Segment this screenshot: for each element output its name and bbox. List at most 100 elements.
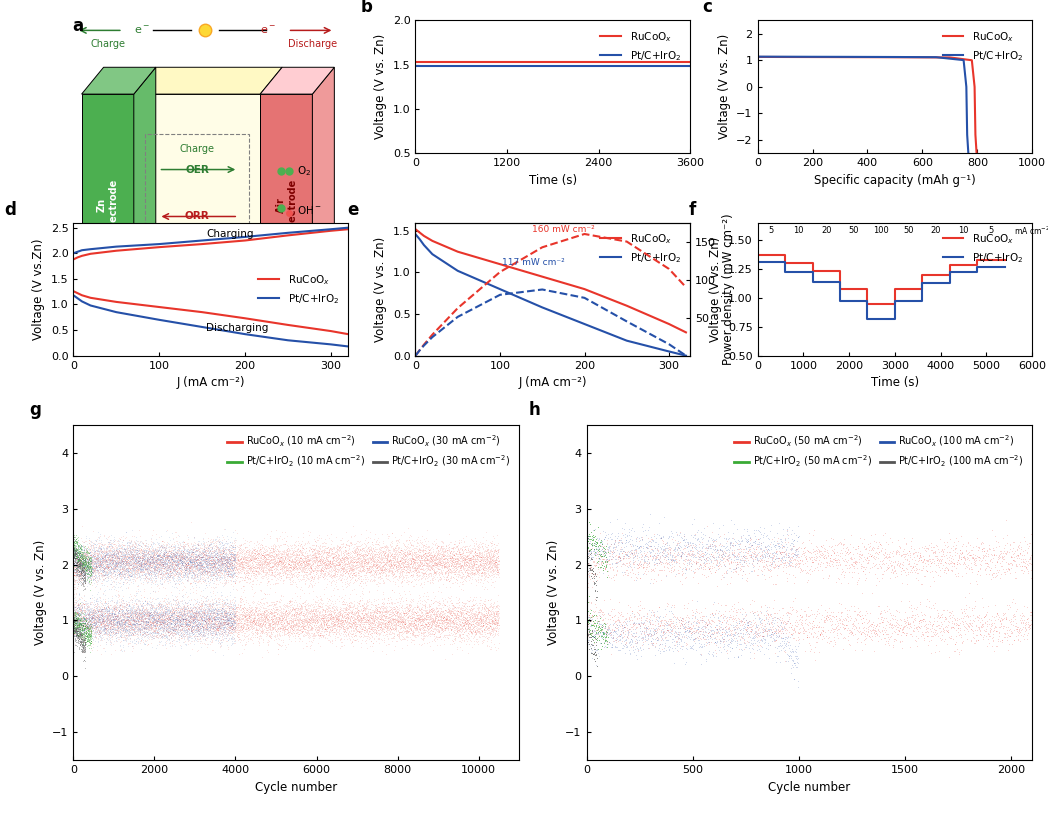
Point — [85, 555, 102, 568]
Point — [445, 565, 462, 578]
Point — [94, 609, 111, 622]
Point — [199, 567, 216, 580]
Point — [440, 551, 457, 564]
Y-axis label: Voltage (V vs. Zn): Voltage (V vs. Zn) — [34, 540, 46, 646]
Point — [430, 604, 446, 617]
Point — [261, 549, 278, 562]
Point — [608, 568, 625, 581]
Point — [282, 554, 299, 567]
Point — [297, 613, 313, 626]
Point — [369, 607, 386, 620]
Point — [211, 626, 227, 639]
Point — [70, 570, 87, 583]
Point — [119, 624, 136, 637]
Point — [595, 541, 612, 554]
Point — [111, 559, 128, 572]
Point — [826, 611, 843, 624]
Point — [156, 550, 173, 563]
Point — [237, 610, 254, 623]
Point — [183, 609, 200, 622]
Point — [267, 549, 284, 562]
Point — [471, 566, 487, 579]
Point — [986, 620, 1003, 633]
Point — [680, 557, 697, 570]
Point — [178, 565, 195, 578]
Point — [225, 567, 242, 580]
Point — [214, 543, 231, 556]
Point — [437, 553, 454, 566]
Point — [490, 543, 507, 556]
Point — [157, 606, 174, 619]
Point — [741, 533, 758, 546]
Point — [661, 530, 678, 543]
Point — [332, 554, 349, 567]
Point — [68, 544, 85, 557]
Point — [141, 563, 158, 576]
Point — [193, 607, 210, 620]
Point — [114, 609, 131, 622]
Point — [371, 624, 388, 637]
Point — [146, 619, 162, 632]
Point — [287, 544, 304, 557]
Point — [598, 637, 615, 650]
Point — [582, 640, 598, 653]
Point — [916, 552, 933, 565]
Point — [315, 609, 332, 622]
Point — [454, 571, 471, 584]
Point — [394, 537, 411, 550]
Point — [346, 541, 363, 554]
Point — [330, 613, 347, 626]
Point — [83, 548, 100, 561]
Point — [105, 611, 122, 624]
Point — [165, 563, 181, 576]
Point — [151, 553, 168, 566]
Point — [177, 628, 194, 641]
Point — [91, 558, 108, 571]
Point — [259, 559, 276, 572]
Point — [240, 600, 257, 613]
Point — [127, 620, 144, 633]
Point — [894, 576, 911, 589]
Point — [712, 542, 728, 555]
Point — [596, 627, 613, 640]
Point — [109, 556, 126, 569]
Point — [192, 617, 209, 630]
Point — [292, 625, 309, 638]
Point — [82, 549, 99, 562]
Point — [162, 570, 179, 583]
Point — [409, 540, 425, 553]
Point — [219, 617, 236, 630]
Point — [344, 563, 361, 576]
Point — [470, 573, 486, 586]
Point — [664, 633, 681, 646]
Point — [489, 558, 506, 571]
Point — [84, 550, 101, 563]
Point — [215, 580, 232, 593]
Point — [231, 559, 247, 572]
Point — [146, 606, 162, 619]
Point — [264, 568, 281, 581]
Point — [149, 601, 166, 614]
Point — [684, 611, 701, 624]
Point — [399, 553, 416, 566]
Point — [175, 609, 192, 622]
Point — [110, 618, 127, 631]
Point — [250, 546, 267, 559]
Point — [157, 549, 174, 562]
Point — [259, 606, 276, 620]
Point — [334, 606, 351, 620]
Point — [691, 552, 707, 565]
Point — [274, 618, 290, 631]
Point — [255, 611, 271, 624]
Point — [364, 575, 380, 588]
Text: OH$^-$: OH$^-$ — [298, 204, 322, 215]
Point — [329, 542, 346, 555]
Point — [202, 606, 219, 620]
Point — [182, 598, 199, 611]
Point — [441, 548, 458, 561]
Point — [78, 564, 94, 577]
Point — [191, 542, 208, 555]
Point — [75, 612, 92, 625]
Point — [259, 643, 276, 656]
Point — [246, 602, 263, 615]
